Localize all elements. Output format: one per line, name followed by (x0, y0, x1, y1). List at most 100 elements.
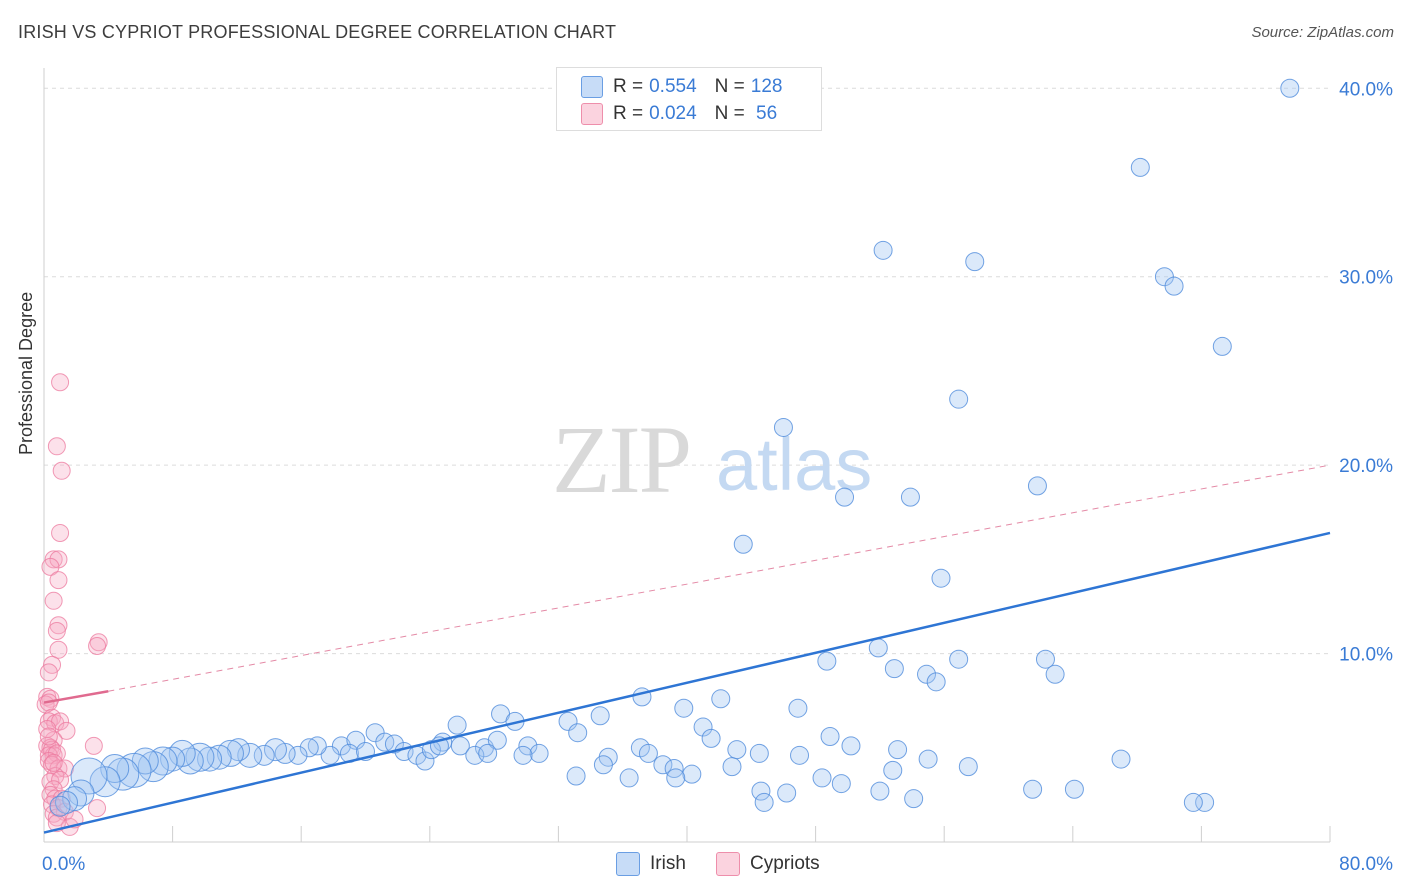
irish-point-109 (89, 766, 121, 798)
irish-point-112 (62, 786, 88, 812)
irish-point-17 (917, 664, 937, 684)
cypriots-point-1 (47, 437, 66, 456)
irish-point-78 (375, 732, 395, 752)
irish-point-41 (478, 743, 498, 763)
irish-point-72 (754, 792, 774, 812)
irish-point-1 (1130, 157, 1150, 177)
irish-point-43 (566, 766, 586, 786)
irish-point-51 (727, 740, 747, 760)
irish-point-70 (777, 783, 797, 803)
irish-point-16 (884, 659, 904, 679)
irish-point-7 (949, 389, 969, 409)
source-label: Source: ZipAtlas.com (1251, 24, 1394, 41)
irish-point-95 (227, 738, 251, 762)
legend-cypriots-swatch (716, 852, 740, 876)
cypriots-r-value: 0.024 (649, 103, 697, 124)
irish-n-value: 128 (750, 76, 783, 97)
cypriots-point-11 (49, 640, 68, 659)
irish-point-37 (487, 730, 507, 750)
cypriots-point-38 (51, 770, 70, 789)
irish-point-66 (904, 789, 924, 809)
irish-point-14 (817, 651, 837, 671)
y-tick-label-2: 30.0% (1339, 268, 1393, 289)
irish-point-88 (307, 736, 327, 756)
cypriots-point-24 (57, 721, 76, 740)
irish-point-94 (237, 742, 263, 768)
irish-point-82 (415, 751, 435, 771)
cypriots-point-15 (39, 663, 58, 682)
legend-cypriots: Cypriots (716, 852, 820, 876)
cypriots-n-label: N = (714, 103, 745, 124)
irish-point-48 (653, 755, 673, 775)
irish-point-11 (1027, 476, 1047, 496)
irish-point-87 (320, 745, 340, 765)
cypriots-point-10 (47, 621, 66, 640)
irish-point-23 (674, 698, 694, 718)
irish-n-label: N = (714, 76, 745, 97)
legend-irish-label: Irish (650, 853, 686, 874)
legend-cypriots-label: Cypriots (750, 853, 820, 874)
cypriots-r-label: R = (613, 103, 644, 124)
irish-point-47 (638, 743, 658, 763)
irish-point-12 (733, 534, 753, 554)
irish-point-90 (288, 745, 308, 765)
irish-point-61 (1064, 779, 1084, 799)
cypriots-swatch (581, 103, 603, 125)
irish-point-52 (749, 743, 769, 763)
irish-point-50 (682, 764, 702, 784)
x-tick-label-0: 0.0% (42, 854, 85, 875)
cypriots-n-value: 56 (750, 103, 778, 124)
irish-point-79 (384, 734, 404, 754)
irish-point-21 (1045, 664, 1065, 684)
tick-labels: 10.0% 20.0% 30.0% 40.0% 0.0% 80.0% (42, 79, 1393, 875)
irish-point-13 (931, 568, 951, 588)
cypriots-trend-line (43, 690, 109, 704)
irish-point-35 (450, 736, 470, 756)
irish-point-8 (773, 417, 793, 437)
irish-point-39 (529, 743, 549, 763)
legend-irish: Irish (616, 852, 686, 876)
irish-point-89 (299, 738, 319, 758)
irish-point-57 (883, 760, 903, 780)
cypriots-points (36, 373, 108, 836)
cypriots-point-53 (39, 727, 58, 746)
irish-point-67 (870, 781, 890, 801)
irish-point-93 (253, 744, 275, 766)
watermark-zip: ZIP (552, 406, 690, 513)
irish-point-54 (790, 745, 810, 765)
cypriots-point-35 (55, 759, 74, 778)
irish-point-18 (926, 672, 946, 692)
irish-point-114 (49, 795, 71, 817)
irish-point-45 (593, 755, 613, 775)
irish-point-75 (331, 736, 351, 756)
irish-point-49 (664, 759, 684, 779)
irish-point-6 (1212, 336, 1232, 356)
irish-point-2 (873, 240, 893, 260)
irish-point-30 (568, 723, 588, 743)
irish-point-106 (116, 752, 152, 788)
stats-legend: R = 0.554 N = 128 R = 0.024 N = 56 (556, 67, 822, 131)
y-tick-label-0: 10.0% (1339, 645, 1393, 666)
irish-point-38 (518, 736, 538, 756)
watermark-atlas: atlas (716, 423, 872, 506)
irish-point-24 (711, 689, 731, 709)
irish-point-74 (619, 768, 639, 788)
irish-point-25 (693, 717, 713, 737)
irish-point-0 (1280, 78, 1300, 98)
irish-point-20 (1035, 649, 1055, 669)
irish-point-5 (1164, 276, 1184, 296)
irish-point-99 (185, 742, 215, 772)
cypriots-point-18 (36, 695, 55, 714)
x-tick-label-1: 80.0% (1339, 854, 1393, 875)
irish-point-27 (788, 698, 808, 718)
irish-point-53 (722, 757, 742, 777)
irish-point-55 (820, 726, 840, 746)
irish-point-68 (812, 768, 832, 788)
cypriots-point-3 (51, 523, 70, 542)
irish-point-65 (1023, 779, 1043, 799)
irish-point-60 (958, 757, 978, 777)
y-tick-label-3: 40.0% (1339, 79, 1393, 100)
cypriots-point-52 (38, 719, 57, 738)
irish-point-10 (900, 487, 920, 507)
